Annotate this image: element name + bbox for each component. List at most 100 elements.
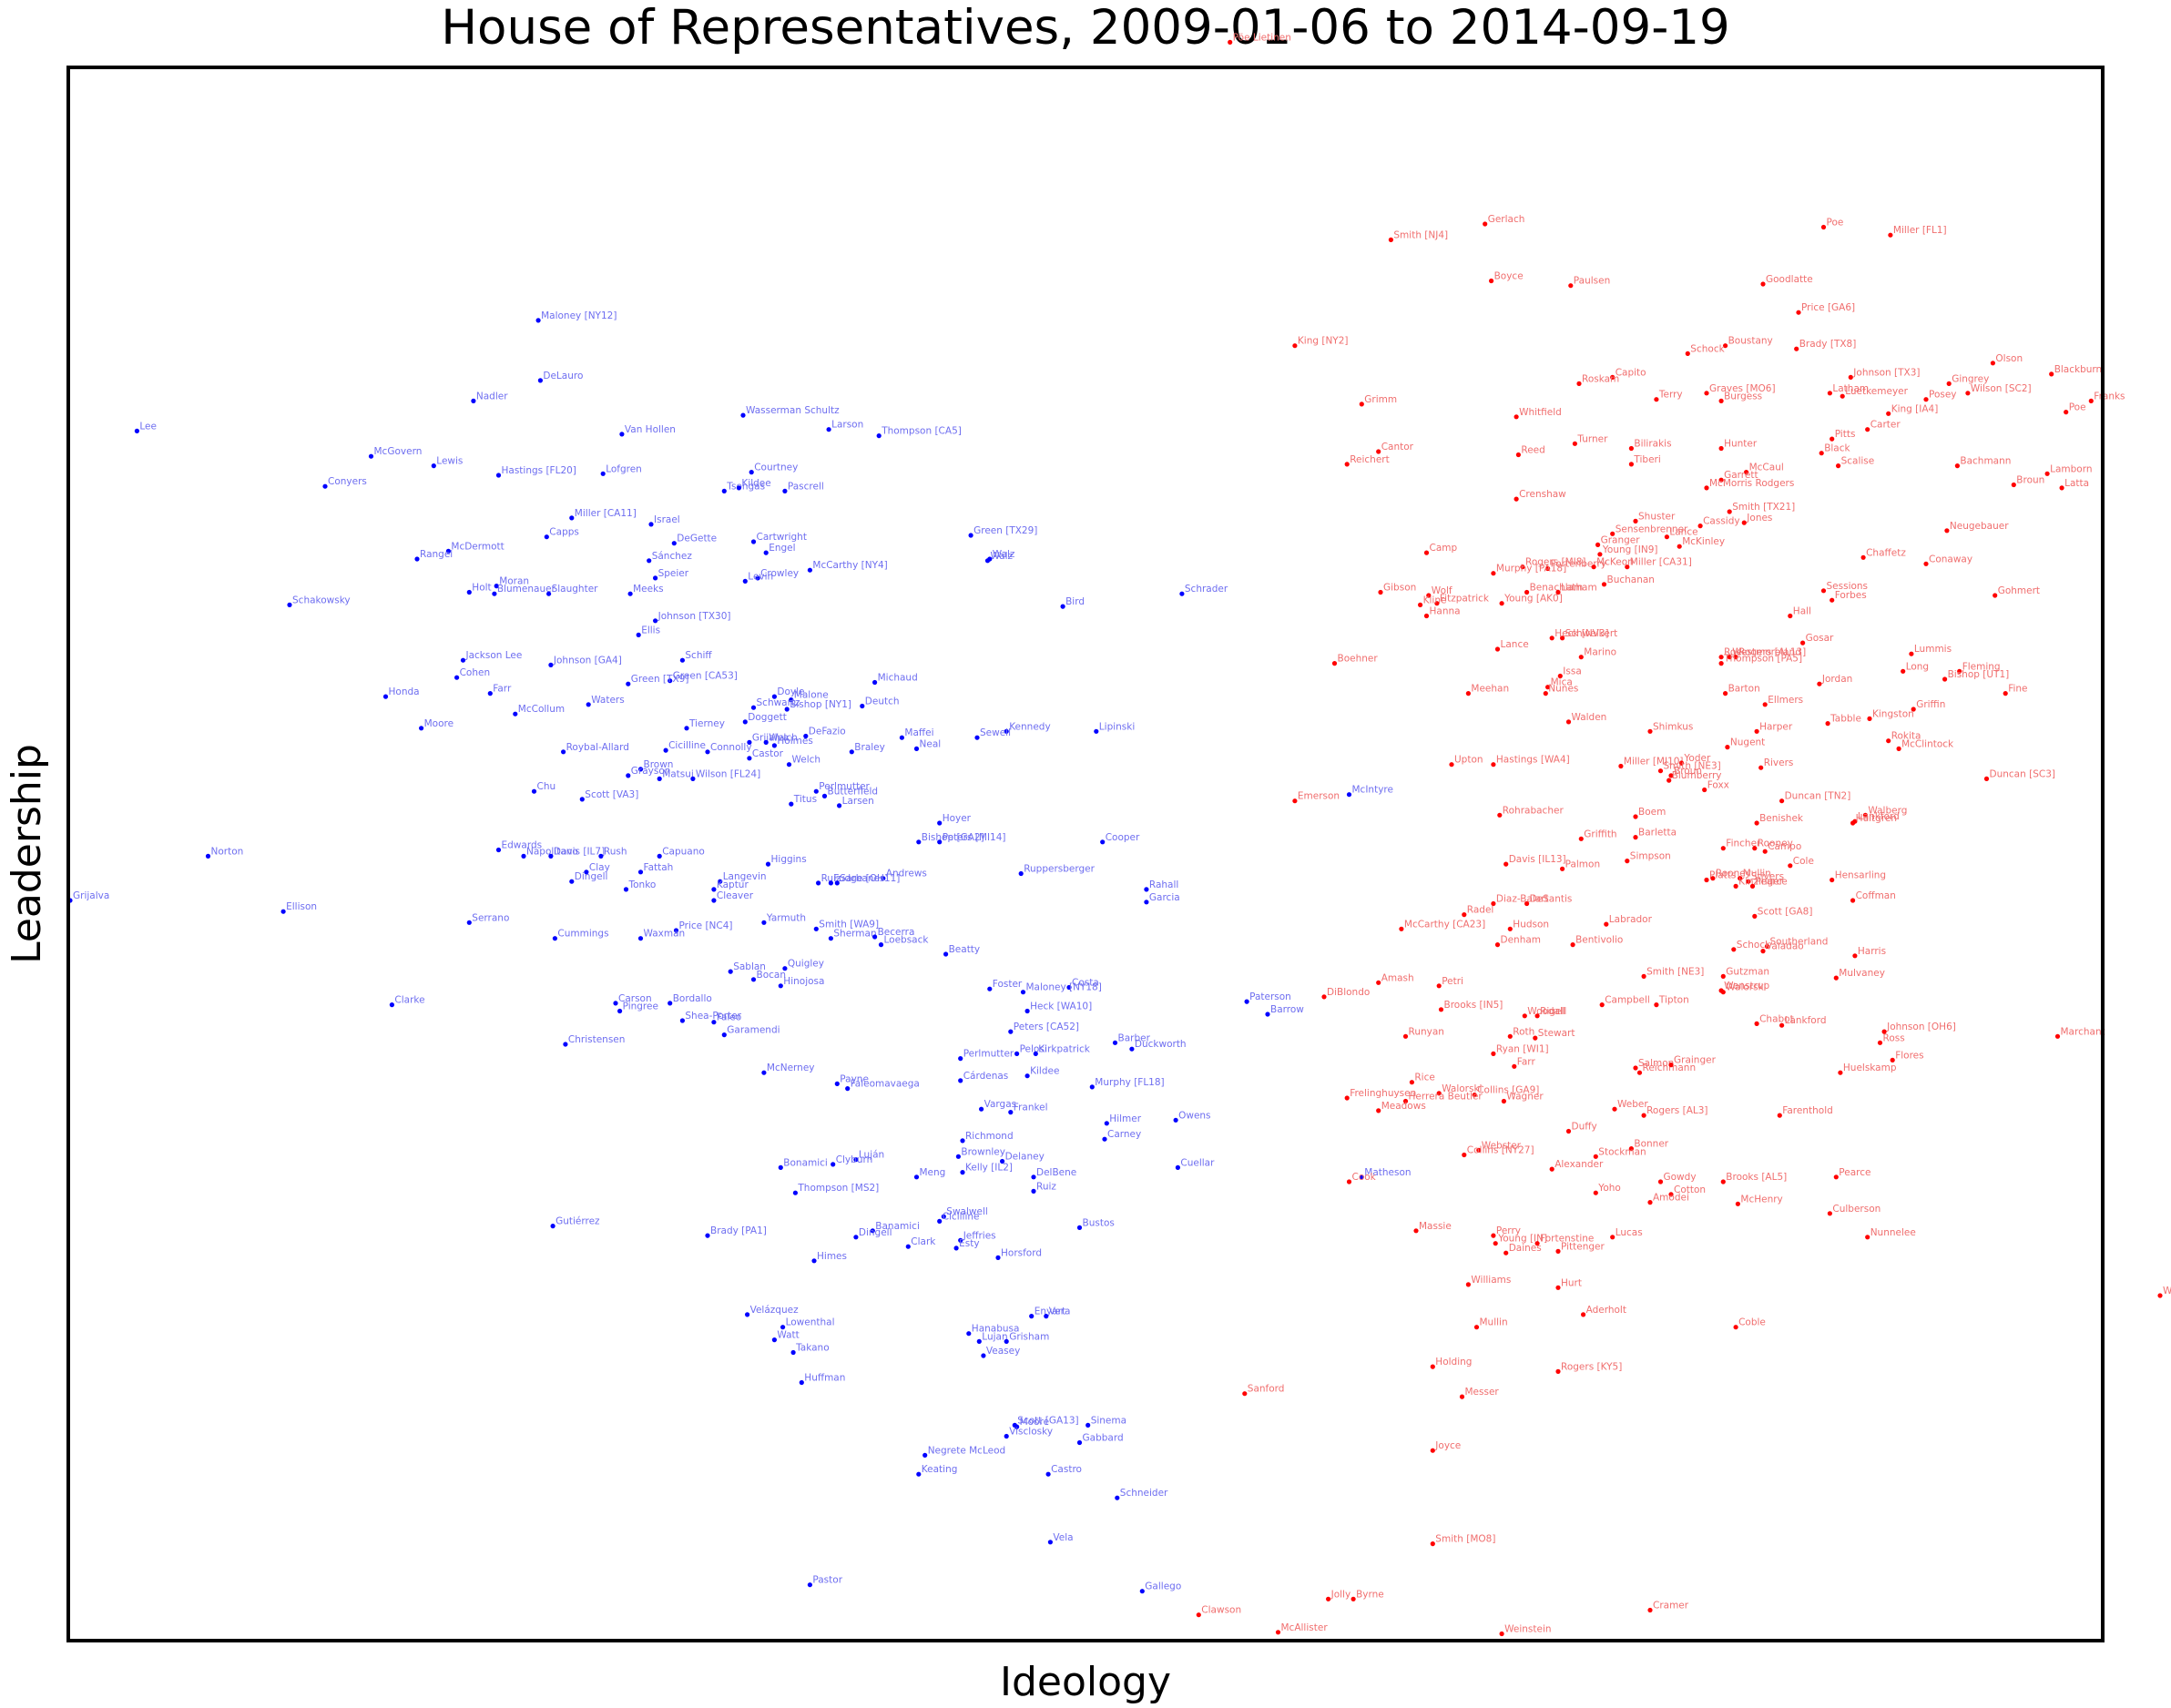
scatter-point	[1983, 776, 1990, 782]
point-label: Duffy	[1572, 1122, 1597, 1133]
scatter-point	[1104, 1121, 1109, 1126]
point-label: McCarthy [CA23]	[1404, 919, 1485, 930]
point-label: Brownley	[961, 1146, 1005, 1157]
scatter-point	[1720, 846, 1726, 851]
scatter-point	[1228, 39, 1233, 46]
point-label: Kingston	[1872, 708, 1914, 719]
scatter-point	[1044, 1314, 1049, 1319]
scatter-point	[1000, 1158, 1005, 1164]
point-label: Lewis	[436, 456, 463, 467]
scatter-point	[1990, 361, 1995, 366]
point-label: Marino	[1584, 647, 1616, 658]
scatter-point	[623, 887, 629, 892]
scatter-point	[968, 533, 973, 538]
point-label: Cleaver	[717, 890, 754, 901]
point-label: Bishop [GA2]	[922, 832, 984, 843]
scatter-point	[1503, 861, 1509, 867]
scatter-point	[1520, 564, 1525, 570]
scatter-point	[1503, 1250, 1509, 1256]
scatter-point	[1796, 310, 1801, 315]
point-label: Smith [WA9]	[819, 919, 879, 930]
point-label: Kildee	[1030, 1066, 1059, 1077]
scatter-point	[870, 1228, 875, 1234]
scatter-point	[1754, 1021, 1759, 1026]
scatter-point	[1434, 601, 1440, 606]
scatter-point	[1668, 773, 1674, 778]
scatter-point	[1825, 721, 1830, 727]
scatter-point	[1954, 463, 1960, 469]
point-label: Huffman	[804, 1373, 845, 1384]
scatter-point	[586, 702, 591, 707]
scatter-point	[679, 657, 686, 663]
scatter-point	[745, 1312, 750, 1317]
point-label: Welch	[769, 732, 798, 743]
scatter-point	[780, 1325, 786, 1330]
point-label: Brady [TX8]	[1799, 339, 1857, 350]
scatter-point	[1449, 762, 1454, 768]
point-label: Hanna	[1430, 606, 1461, 617]
point-label: Boyce	[1494, 271, 1524, 282]
point-label: Veasey	[986, 1346, 1020, 1357]
point-label: Walz	[991, 551, 1014, 562]
scatter-point	[1430, 1448, 1435, 1453]
scatter-point	[1572, 441, 1577, 446]
point-label: Olson	[1995, 353, 2023, 364]
point-label: Paulsen	[1574, 276, 1610, 287]
scatter-point	[1779, 1022, 1785, 1028]
point-label: McHenry	[1740, 1194, 1782, 1205]
scatter-point	[1886, 411, 1891, 416]
scatter-point	[943, 951, 949, 957]
point-label: Wolf	[1432, 585, 1452, 596]
point-label: Shea-Porter	[685, 1011, 741, 1022]
point-label: Duckworth	[1135, 1039, 1187, 1050]
point-label: Cassidy	[1703, 516, 1740, 527]
scatter-point	[673, 928, 679, 933]
point-label: Matheson	[1364, 1167, 1411, 1178]
scatter-point	[2011, 482, 2016, 488]
point-label: McNerney	[767, 1062, 815, 1073]
scatter-point	[1423, 613, 1430, 619]
point-label: Michaud	[878, 673, 918, 684]
scatter-point	[647, 558, 652, 564]
point-label: McMorris Rodgers	[1709, 478, 1794, 489]
point-label: Lance	[1669, 527, 1697, 538]
point-label: Conaway	[1929, 554, 1972, 564]
scatter-point	[1718, 477, 1724, 483]
scatter-point	[987, 986, 993, 991]
scatter-point	[771, 1337, 778, 1343]
point-label: Smith [TX21]	[1732, 502, 1795, 513]
scatter-point	[1555, 1248, 1561, 1254]
point-label: Pelosi	[1020, 1043, 1047, 1054]
scatter-point	[492, 591, 497, 596]
point-label: Bachmann	[1960, 456, 2011, 467]
scatter-point	[778, 1164, 783, 1170]
scatter-point	[1344, 1095, 1350, 1101]
point-label: Speier	[658, 568, 689, 579]
point-label: Schock	[1737, 940, 1771, 951]
scatter-point	[761, 920, 767, 925]
scatter-point	[1557, 673, 1563, 679]
scatter-point	[1029, 1314, 1035, 1319]
point-label: Schweikert	[1565, 628, 1618, 639]
scatter-point	[1004, 1338, 1009, 1344]
scatter-point	[1654, 397, 1659, 402]
scatter-point	[2157, 1293, 2163, 1298]
point-label: Kildee	[741, 478, 770, 489]
scatter-point	[1704, 391, 1709, 396]
scatter-point	[782, 966, 788, 971]
point-label: Miller [CA11]	[575, 508, 637, 519]
point-label: Bonner	[1634, 1139, 1668, 1150]
scatter-point	[1378, 589, 1383, 595]
scatter-point	[389, 1002, 394, 1008]
scatter-point	[513, 711, 518, 717]
scatter-point	[1555, 1368, 1561, 1374]
scatter-point	[786, 762, 792, 768]
scatter-point	[1499, 1631, 1504, 1637]
scatter-point	[1678, 760, 1684, 766]
point-label: Clawson	[1201, 1605, 1241, 1616]
point-label: Meadows	[1381, 1101, 1426, 1112]
scatter-point	[637, 869, 644, 875]
scatter-point	[1489, 278, 1494, 284]
scatter-point	[1946, 381, 1952, 386]
scatter-point	[1731, 947, 1737, 952]
